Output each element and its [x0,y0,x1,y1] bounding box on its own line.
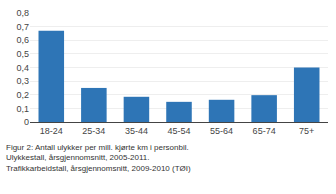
svg-text:0,1: 0,1 [16,104,29,114]
svg-text:0,2: 0,2 [16,90,29,100]
svg-text:18-24: 18-24 [40,126,63,136]
svg-text:0,3: 0,3 [16,76,29,86]
svg-text:25-34: 25-34 [82,126,105,136]
svg-text:65-74: 65-74 [253,126,276,136]
svg-text:35-44: 35-44 [125,126,148,136]
svg-text:45-54: 45-54 [167,126,190,136]
svg-text:0,8: 0,8 [16,8,29,18]
svg-text:0: 0 [24,117,29,127]
svg-text:75+: 75+ [299,126,314,136]
svg-text:0,7: 0,7 [16,22,29,32]
svg-text:Figur 2: Antall ulykker per mi: Figur 2: Antall ulykker per mill. kjørte… [6,143,191,173]
svg-text:0,4: 0,4 [16,63,29,73]
svg-text:0,6: 0,6 [16,35,29,45]
svg-text:55-64: 55-64 [210,126,233,136]
svg-text:0,5: 0,5 [16,49,29,59]
